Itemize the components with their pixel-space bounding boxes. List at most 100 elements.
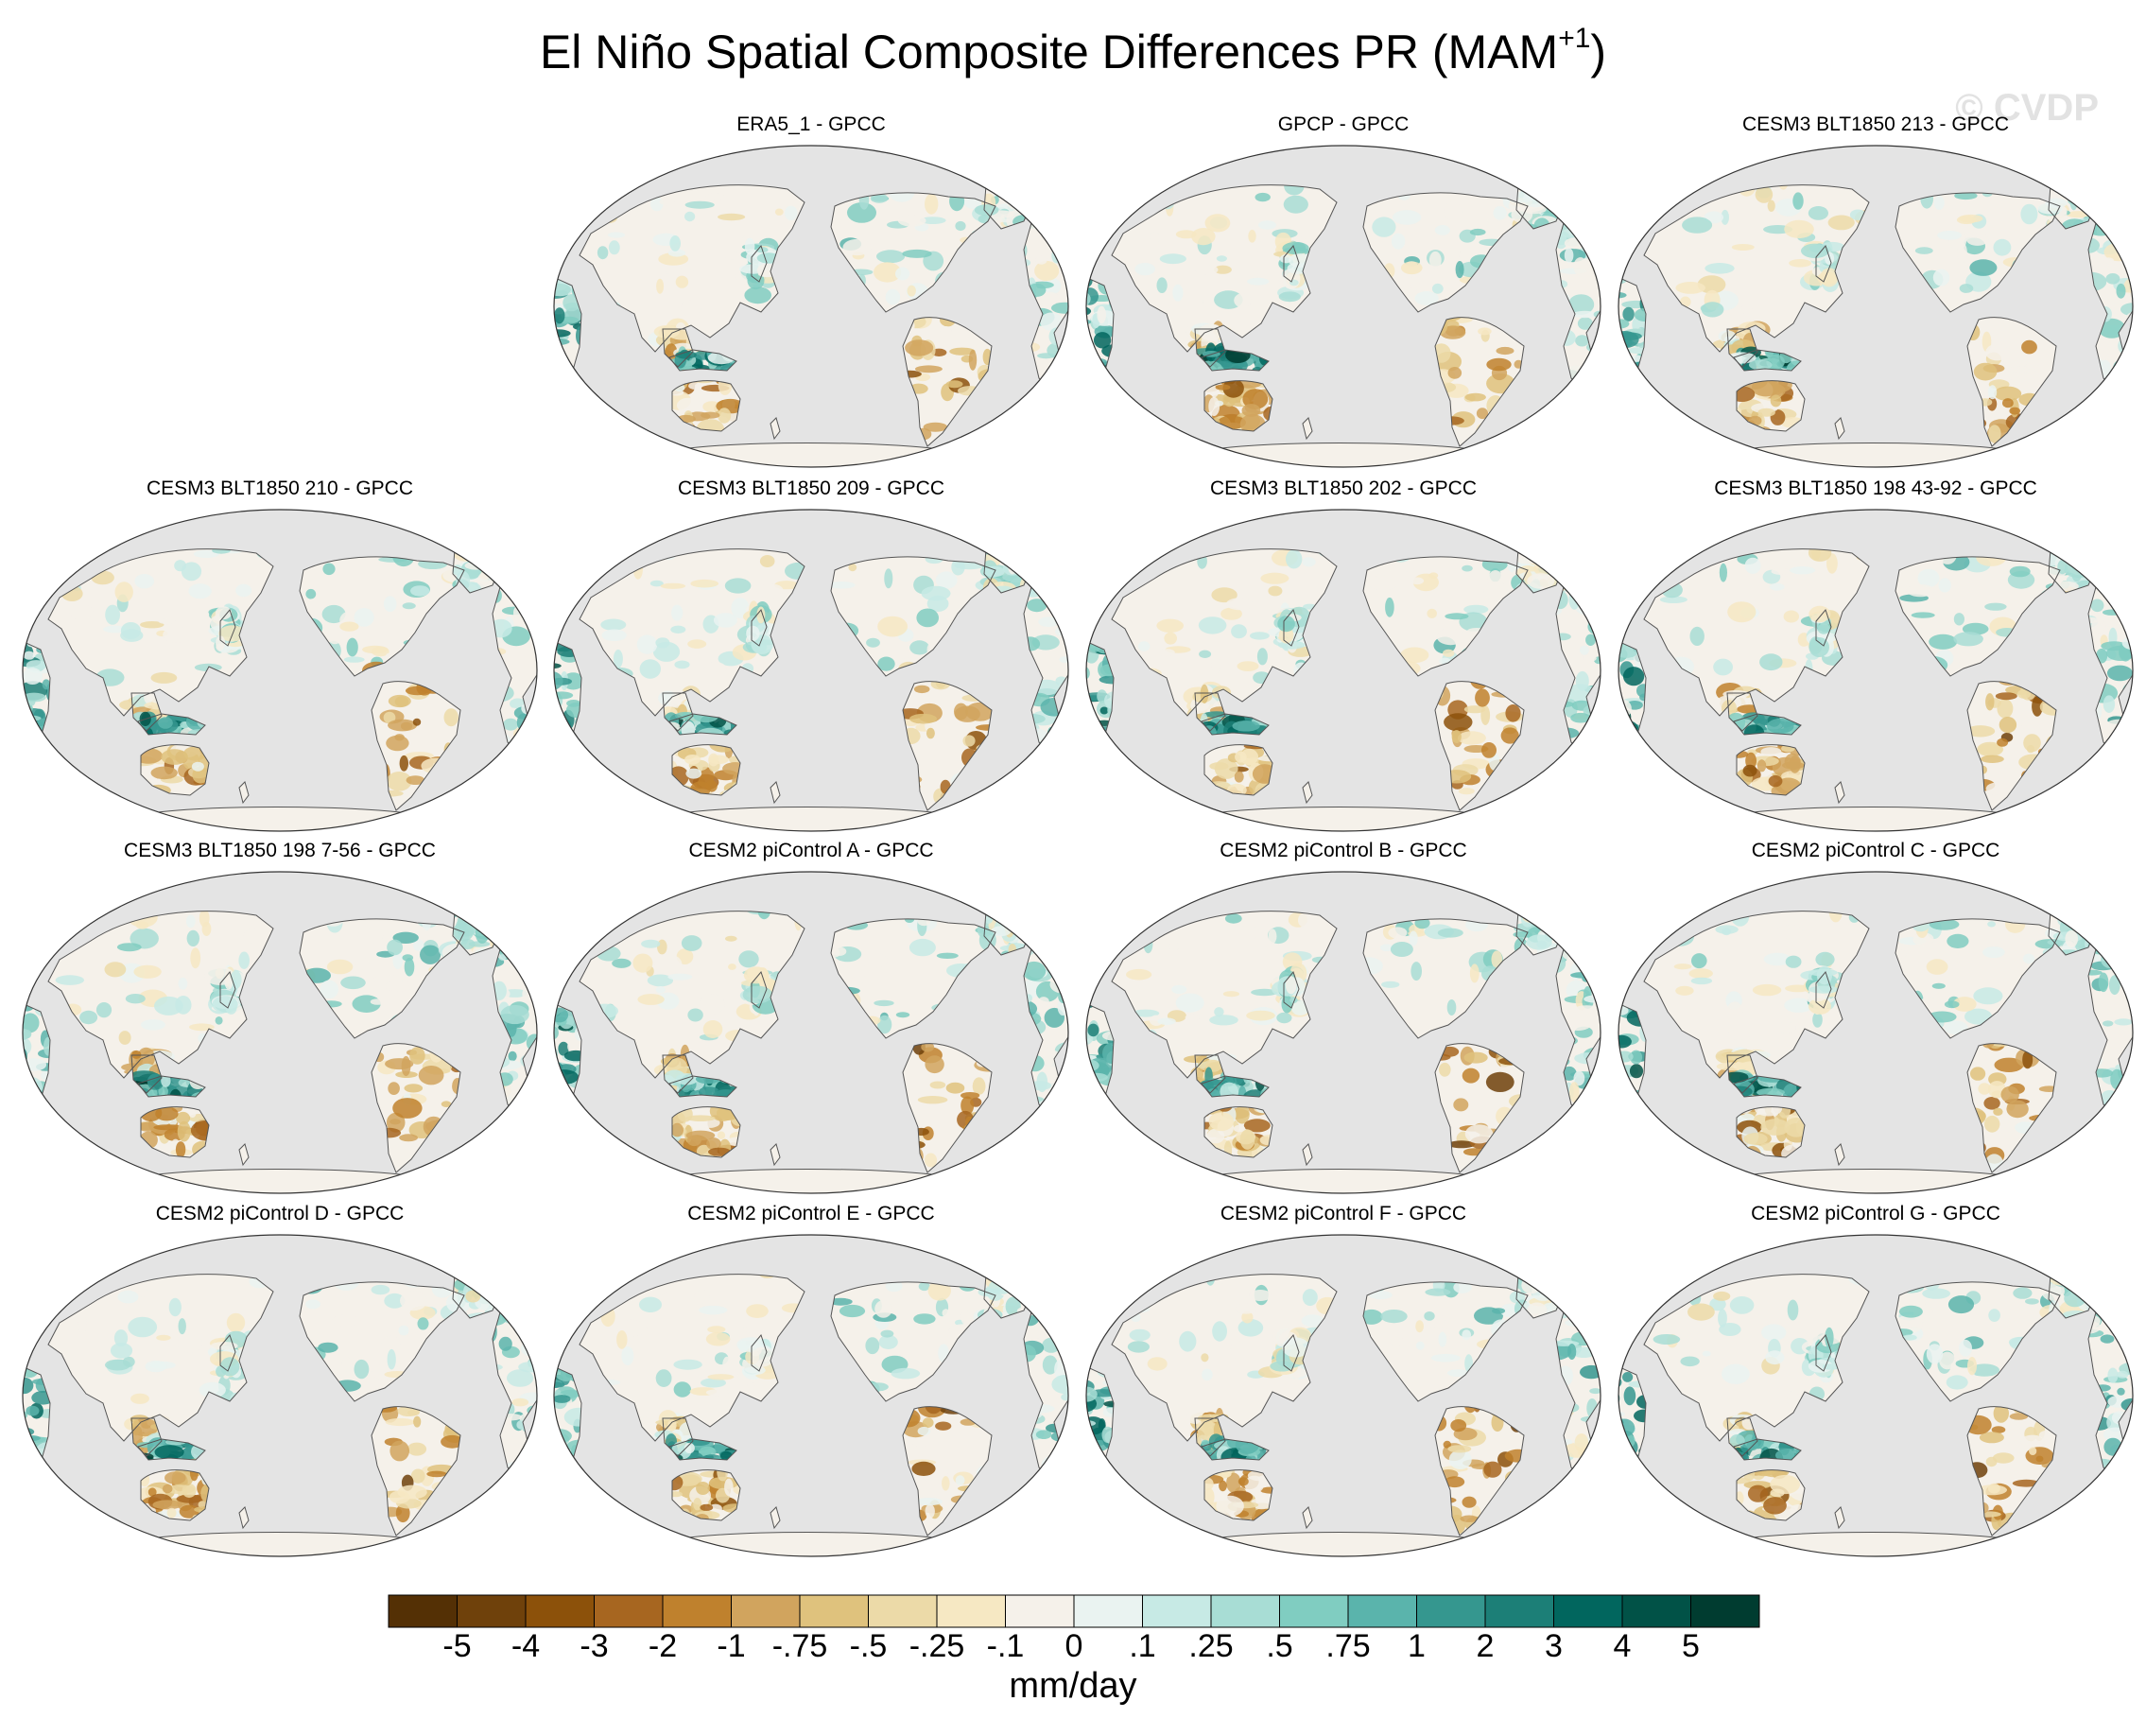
coastline <box>1086 1001 1115 1138</box>
coastline <box>830 918 996 1039</box>
coastline <box>1736 1106 1806 1158</box>
coastline <box>1834 417 1845 441</box>
colorbar-swatch <box>1279 1594 1349 1628</box>
colorbar-swatch <box>594 1594 664 1628</box>
map-panel: CESM3 BLT1850 198 43-92 - GPCC <box>1613 477 2138 839</box>
colorbar-swatch <box>1005 1594 1075 1628</box>
panel-title: CESM3 BLT1850 209 - GPCC <box>677 477 945 499</box>
colorbar-units: mm/day <box>1009 1666 1137 1706</box>
coastline <box>1203 1106 1273 1158</box>
coastline <box>1618 275 1647 412</box>
coastline <box>299 918 465 1039</box>
world-map <box>1085 1234 1601 1557</box>
globe-outline <box>1618 509 2134 832</box>
panel-title: CESM3 BLT1850 198 43-92 - GPCC <box>1714 477 2037 499</box>
map-panel: CESM2 piControl A - GPCC <box>548 840 1074 1201</box>
coastline <box>1194 692 1226 732</box>
coastline <box>830 192 996 313</box>
coastline <box>140 1469 210 1521</box>
coastline <box>1895 918 2061 1039</box>
colorbar-swatch <box>388 1594 458 1628</box>
coastline <box>770 1506 781 1530</box>
world-map <box>1085 509 1601 832</box>
globe-outline <box>1085 1234 1601 1557</box>
coastline <box>1618 639 1647 776</box>
coastline <box>371 1406 461 1536</box>
colorbar-swatch <box>662 1594 732 1628</box>
map-panel: CESM2 piControl G - GPCC <box>1613 1203 2138 1564</box>
coastline <box>299 556 465 677</box>
coastline <box>1643 548 1870 717</box>
coastline <box>1895 192 2061 313</box>
map-panel: GPCP - GPCC <box>1081 113 1606 475</box>
colorbar-swatch <box>868 1594 938 1628</box>
coastline <box>1203 380 1273 432</box>
coastline <box>1086 275 1115 412</box>
map-panel: CESM3 BLT1850 213 - GPCC <box>1613 113 2138 475</box>
coastline <box>579 548 805 717</box>
coastline <box>1815 244 1832 283</box>
coastline <box>47 548 274 717</box>
coastline <box>751 244 768 283</box>
coastline <box>238 781 250 805</box>
colorbar-swatch <box>1690 1594 1760 1628</box>
colorbar-swatch <box>1073 1594 1143 1628</box>
globe-outline <box>553 871 1069 1194</box>
coastline <box>662 1054 694 1094</box>
coastline <box>1736 1469 1806 1521</box>
coastline <box>1283 1333 1300 1372</box>
colorbar-swatch <box>731 1594 801 1628</box>
land-eurasia <box>1112 1274 1337 1441</box>
coastline <box>1201 1438 1270 1461</box>
coastline <box>1111 548 1338 717</box>
coastline <box>1834 781 1845 805</box>
coastline <box>1194 1417 1226 1457</box>
coastline <box>1434 317 1525 447</box>
coastline <box>23 639 51 776</box>
coastline <box>1643 911 1870 1079</box>
coastline <box>770 417 781 441</box>
panel-title: CESM2 piControl G - GPCC <box>1751 1203 2000 1224</box>
colorbar-tick-label: 5 <box>1682 1628 1700 1664</box>
coastline <box>140 1106 210 1158</box>
world-map <box>1085 145 1601 468</box>
coastline <box>1736 744 1806 796</box>
world-map <box>1085 871 1601 1194</box>
coastline <box>1895 1281 2061 1402</box>
coastline <box>130 692 163 732</box>
map-panel: ERA5_1 - GPCC <box>548 113 1074 475</box>
coastline <box>137 1438 206 1461</box>
panel-title: CESM3 BLT1850 202 - GPCC <box>1209 477 1478 499</box>
land-eurasia <box>580 184 805 352</box>
land-eurasia <box>580 548 805 716</box>
colorbar-tick-label: -2 <box>648 1628 678 1664</box>
world-map <box>22 1234 538 1557</box>
map-panel: CESM3 BLT1850 202 - GPCC <box>1081 477 1606 839</box>
coastline <box>47 911 274 1079</box>
coastline <box>23 1364 51 1502</box>
world-map <box>553 871 1069 1194</box>
colorbar-tick-label: -5 <box>442 1628 472 1664</box>
globe-outline <box>1085 509 1601 832</box>
coastline <box>1362 918 1529 1039</box>
map-panel: CESM3 BLT1850 210 - GPCC <box>17 477 543 839</box>
coastline <box>130 1054 163 1094</box>
map-panel: CESM2 piControl E - GPCC <box>548 1203 1074 1564</box>
globe-outline <box>1618 1234 2134 1557</box>
coastline <box>902 1406 993 1536</box>
coastline <box>554 1001 582 1138</box>
map-panel: CESM2 piControl F - GPCC <box>1081 1203 1606 1564</box>
globe-outline <box>553 509 1069 832</box>
colorbar-swatch <box>1416 1594 1486 1628</box>
colorbar-tick-label: -.1 <box>986 1628 1025 1664</box>
colorbar-tick-label: -3 <box>580 1628 609 1664</box>
coastline <box>830 1281 996 1402</box>
coastline <box>1815 608 1832 647</box>
globe-outline <box>22 1234 538 1557</box>
globe-outline <box>1085 871 1601 1194</box>
colorbar-swatch <box>1142 1594 1212 1628</box>
colorbar-swatch <box>1210 1594 1280 1628</box>
panel-title: GPCP - GPCC <box>1277 113 1410 135</box>
colorbar-tick-label: -1 <box>717 1628 746 1664</box>
coastline <box>1726 1417 1758 1457</box>
